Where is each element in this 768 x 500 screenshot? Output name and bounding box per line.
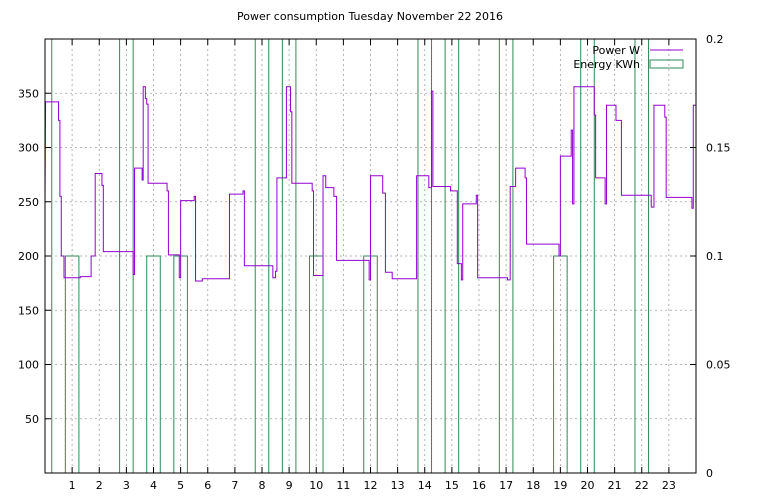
x-tick-label: 12 [364,479,378,492]
y-tick-label-right: 0.05 [706,359,731,372]
chart-title: Power consumption Tuesday November 22 20… [237,10,503,23]
y-tick-label-right: 0 [706,467,713,480]
legend-label: Power W [592,44,640,57]
y-tick-label-left: 300 [18,142,39,155]
x-tick-label: 8 [259,479,266,492]
x-tick-label: 20 [581,479,595,492]
y-tick-label-left: 250 [18,196,39,209]
x-tick-label: 15 [445,479,459,492]
x-tick-label: 9 [286,479,293,492]
x-tick-label: 4 [150,479,157,492]
x-tick-label: 13 [391,479,405,492]
energy-bar [146,255,161,473]
x-tick-label: 7 [231,479,238,492]
x-tick-label: 6 [204,479,211,492]
y-tick-label-left: 350 [18,87,39,100]
x-tick-label: 23 [662,479,676,492]
y-tick-label-right: 0.15 [706,142,731,155]
energy-bar [308,255,324,473]
x-tick-label: 10 [309,479,323,492]
x-tick-label: 22 [635,479,649,492]
power-line [44,86,696,282]
x-tick-label: 16 [472,479,486,492]
x-tick-label: 18 [526,479,540,492]
y-tick-label-left: 50 [25,413,39,426]
x-tick-label: 3 [123,479,130,492]
x-tick-label: 2 [96,479,103,492]
y-tick-label-right: 0.1 [706,250,724,263]
legend-label: Energy KWh [573,58,640,71]
power-series [44,86,696,282]
x-tick-label: 14 [418,479,432,492]
x-tick-label: 17 [499,479,513,492]
y-tick-label-right: 0.2 [706,33,724,46]
x-tick-label: 1 [69,479,76,492]
x-tick-label: 21 [608,479,622,492]
energy-bar [64,255,80,473]
x-tick-label: 11 [336,479,350,492]
legend-swatch-energy [649,59,684,69]
axis-ticks: 1 2 3 4 5 6 7 8 9 10 11 12 13 14 15 16 17 18 19 20 21 22 23501… [18,33,731,492]
y-tick-label-left: 150 [18,304,39,317]
x-tick-label: 19 [553,479,567,492]
y-tick-label-left: 100 [18,359,39,372]
x-tick-label: 5 [177,479,184,492]
y-tick-label-left: 200 [18,250,39,263]
